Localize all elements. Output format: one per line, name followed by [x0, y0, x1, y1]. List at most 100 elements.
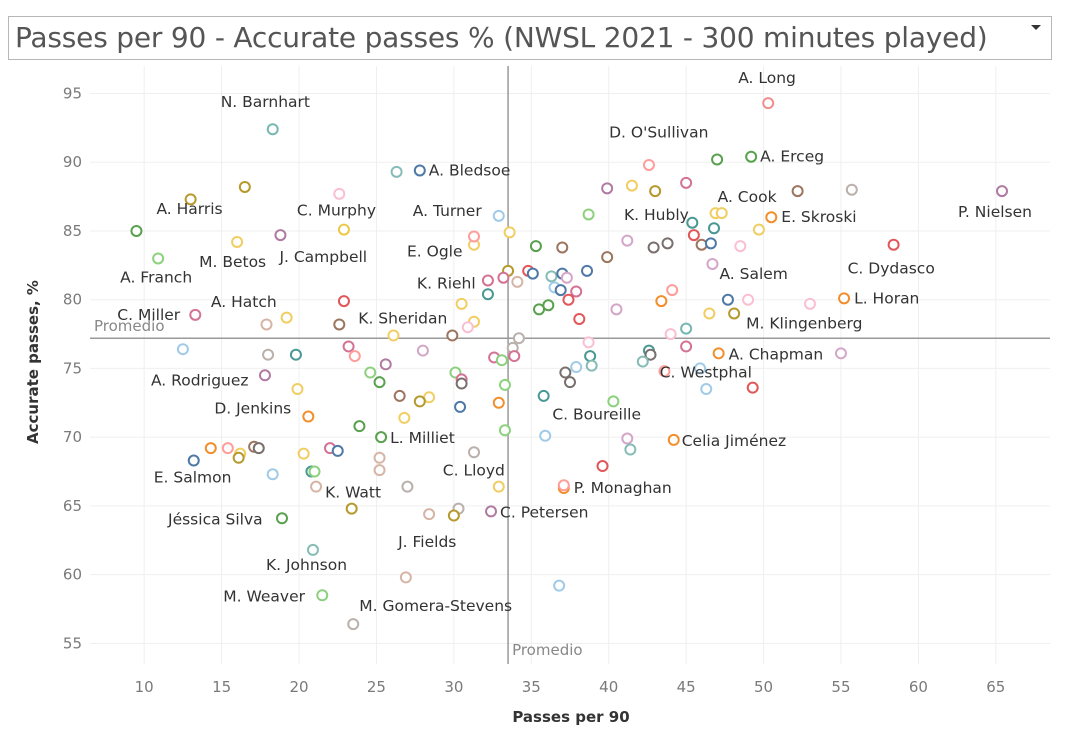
scatter-point[interactable] — [728, 307, 741, 320]
scatter-point[interactable] — [498, 378, 511, 391]
scatter-point[interactable] — [497, 271, 510, 284]
scatter-point[interactable] — [353, 420, 366, 433]
scatter-point[interactable] — [364, 366, 377, 379]
scatter-point[interactable] — [708, 222, 720, 235]
scatter-point[interactable] — [644, 348, 657, 361]
scatter-point[interactable] — [585, 359, 598, 372]
scatter-point[interactable] — [455, 377, 468, 390]
scatter-point[interactable] — [655, 295, 668, 308]
scatter-point[interactable] — [447, 509, 460, 522]
scatter-point[interactable] — [511, 275, 524, 288]
scatter-point[interactable] — [680, 322, 693, 335]
scatter-point[interactable] — [686, 216, 699, 229]
scatter-point[interactable] — [274, 229, 287, 242]
scatter-point[interactable] — [373, 376, 386, 389]
scatter-point[interactable] — [584, 350, 597, 363]
scatter-point[interactable] — [834, 347, 847, 360]
scatter-point[interactable] — [310, 480, 323, 493]
scatter-point[interactable] — [715, 207, 728, 220]
scatter-point[interactable] — [333, 187, 346, 200]
scatter-point[interactable] — [559, 366, 572, 379]
scatter-point[interactable] — [498, 424, 511, 437]
scatter-point[interactable] — [468, 230, 480, 243]
scatter-point[interactable] — [712, 347, 725, 360]
scatter-point[interactable] — [289, 348, 302, 361]
scatter-point[interactable] — [333, 318, 346, 331]
scatter-point[interactable] — [399, 571, 412, 584]
scatter-point[interactable] — [625, 179, 638, 192]
scatter-point[interactable] — [390, 165, 403, 178]
scatter-point[interactable] — [560, 271, 573, 284]
scatter-point[interactable] — [492, 209, 505, 222]
scatter-point[interactable] — [152, 252, 165, 265]
scatter-point[interactable] — [752, 223, 765, 236]
scatter-point[interactable] — [337, 223, 350, 236]
scatter-point[interactable] — [533, 303, 546, 316]
scatter-point[interactable] — [468, 446, 480, 459]
scatter-point[interactable] — [554, 284, 567, 297]
scatter-point[interactable] — [345, 502, 358, 515]
scatter-point[interactable] — [562, 293, 575, 306]
scatter-point[interactable] — [704, 237, 717, 250]
scatter-point[interactable] — [276, 512, 288, 525]
scatter-point[interactable] — [393, 389, 406, 402]
scatter-point[interactable] — [664, 328, 677, 341]
scatter-point[interactable] — [347, 618, 360, 631]
scatter-point[interactable] — [481, 288, 494, 301]
scatter-point[interactable] — [621, 234, 634, 247]
scatter-point[interactable] — [745, 150, 758, 163]
scatter-point[interactable] — [529, 240, 542, 253]
scatter-point[interactable] — [187, 454, 200, 467]
scatter-point[interactable] — [481, 274, 494, 287]
scatter-point[interactable] — [581, 264, 594, 277]
scatter-point[interactable] — [492, 396, 505, 409]
scatter-point[interactable] — [379, 358, 392, 371]
scatter-point[interactable] — [387, 329, 400, 342]
scatter-point[interactable] — [582, 208, 595, 221]
scatter-point[interactable] — [537, 389, 550, 402]
scatter-point[interactable] — [348, 350, 361, 363]
scatter-point[interactable] — [642, 158, 655, 171]
scatter-point[interactable] — [262, 348, 275, 361]
scatter-point[interactable] — [495, 354, 508, 367]
scatter-point[interactable] — [680, 340, 693, 353]
scatter-point[interactable] — [337, 295, 350, 308]
scatter-point[interactable] — [601, 251, 614, 264]
scatter-point[interactable] — [545, 270, 558, 283]
scatter-point[interactable] — [416, 344, 429, 357]
scatter-point[interactable] — [661, 237, 674, 250]
scatter-point[interactable] — [553, 579, 566, 592]
scatter-point[interactable] — [666, 284, 679, 297]
scatter-point[interactable] — [596, 460, 609, 473]
scatter-point[interactable] — [526, 267, 539, 280]
scatter-point[interactable] — [694, 362, 707, 375]
scatter-point[interactable] — [636, 355, 649, 368]
scatter-point[interactable] — [765, 211, 778, 224]
scatter-point[interactable] — [413, 395, 426, 408]
scatter-point[interactable] — [413, 164, 426, 177]
scatter-point[interactable] — [564, 376, 576, 389]
scatter-point[interactable] — [302, 410, 315, 423]
scatter-point[interactable] — [258, 369, 271, 382]
scatter-point[interactable] — [658, 365, 671, 378]
scatter-point[interactable] — [342, 340, 355, 353]
scatter-point[interactable] — [838, 292, 851, 305]
scatter-point[interactable] — [176, 343, 189, 356]
scatter-point[interactable] — [308, 465, 321, 478]
scatter-point[interactable] — [734, 240, 747, 253]
scatter-point[interactable] — [721, 293, 734, 306]
scatter-point[interactable] — [492, 480, 505, 493]
scatter-point[interactable] — [503, 226, 516, 239]
scatter-point[interactable] — [556, 241, 569, 254]
scatter-point[interactable] — [762, 97, 775, 110]
scatter-point[interactable] — [539, 429, 552, 442]
scatter-point[interactable] — [508, 350, 521, 363]
scatter-point[interactable] — [297, 447, 310, 460]
scatter-point[interactable] — [742, 293, 755, 306]
scatter-point[interactable] — [231, 235, 244, 248]
scatter-point[interactable] — [252, 442, 265, 455]
scatter-point[interactable] — [746, 381, 759, 394]
scatter-point[interactable] — [373, 451, 386, 464]
scatter-point[interactable] — [316, 589, 329, 602]
scatter-point[interactable] — [455, 297, 468, 310]
